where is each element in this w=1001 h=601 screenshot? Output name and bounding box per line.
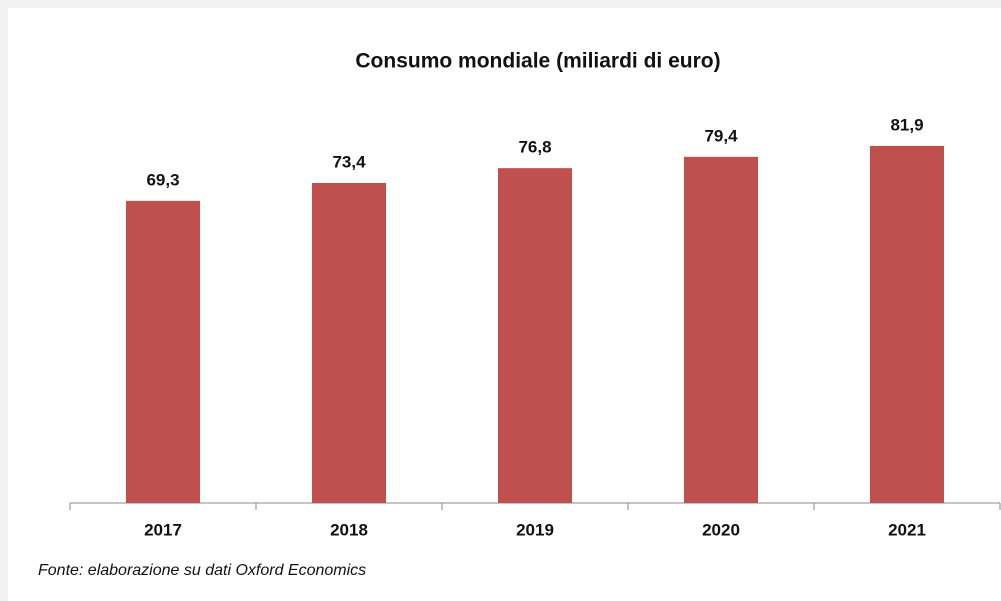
x-tick-label: 2020 — [702, 520, 740, 539]
data-label: 81,9 — [890, 115, 923, 134]
data-label: 79,4 — [704, 126, 738, 145]
data-label: 73,4 — [332, 152, 366, 171]
x-tick-label: 2018 — [330, 520, 368, 539]
bar — [870, 145, 944, 503]
bar — [684, 156, 758, 504]
x-tick-label: 2017 — [144, 520, 182, 539]
bar — [312, 182, 386, 503]
source-note: Fonte: elaborazione su dati Oxford Econo… — [38, 562, 366, 579]
bar — [498, 168, 572, 504]
bar — [126, 200, 200, 504]
data-label: 76,8 — [518, 138, 551, 157]
x-tick-label: 2021 — [888, 520, 926, 539]
chart-title: Consumo mondiale (miliardi di euro) — [355, 50, 720, 73]
data-label: 69,3 — [146, 170, 179, 189]
x-tick-label: 2019 — [516, 520, 554, 539]
